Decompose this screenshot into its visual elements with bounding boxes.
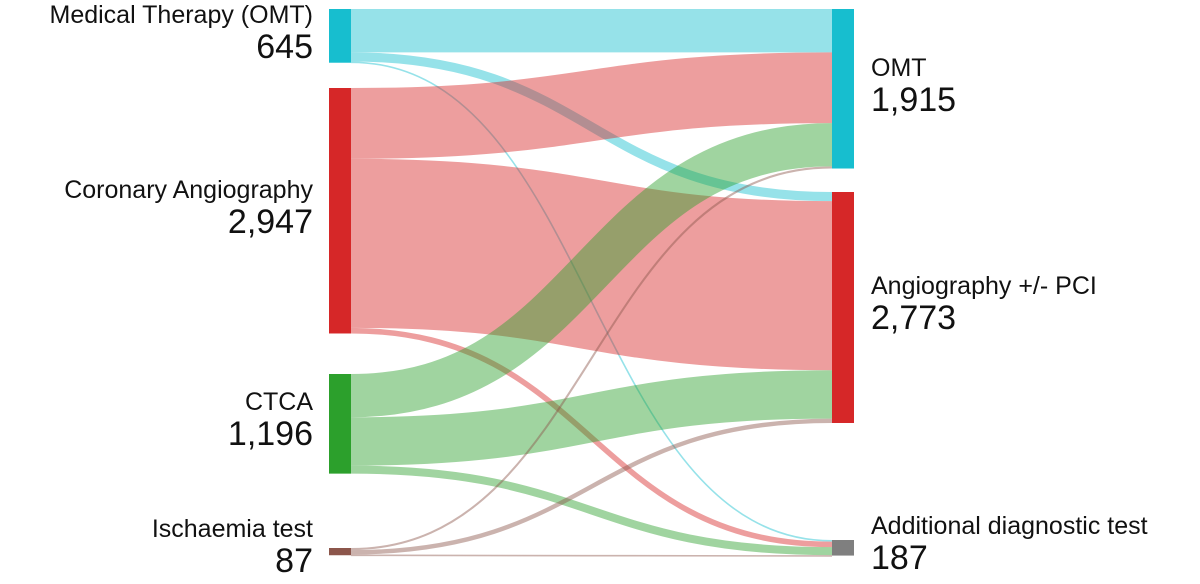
target-node-omt	[832, 9, 854, 169]
target-name-angiography-pci: Angiography +/- PCI	[871, 272, 1097, 300]
target-label-omt: OMT 1,915	[871, 54, 957, 119]
source-node-ischaemia-test	[329, 548, 351, 556]
source-name-coronary-angiography: Coronary Angiography	[64, 176, 313, 204]
source-node-coronary-angiography	[329, 88, 351, 334]
target-name-omt: OMT	[871, 54, 927, 82]
source-name-ctca: CTCA	[244, 388, 313, 416]
target-node-angiography-pci	[832, 192, 854, 423]
source-label-coronary-angiography: Coronary Angiography 2,947	[64, 176, 313, 241]
target-node-additional-diagnostic-test	[832, 540, 854, 556]
flow-ischaemia-test-to-additional-diagnostic-test	[350, 554, 833, 557]
flow-ctca-to-omt	[350, 123, 833, 418]
flow-medical-therapy-omt-to-additional-diagnostic-test	[350, 61, 833, 542]
flow-medical-therapy-omt-to-angiography-pci	[350, 52, 833, 202]
target-value-angiography-pci: 2,773	[871, 299, 957, 337]
source-value-ischaemia-test: 87	[275, 542, 313, 580]
flow-coronary-angiography-to-angiography-pci	[350, 158, 833, 371]
flow-coronary-angiography-to-additional-diagnostic-test	[350, 327, 833, 548]
target-name-additional-diagnostic-test: Additional diagnostic test	[871, 512, 1148, 540]
source-label-ischaemia-test: Ischaemia test 87	[151, 515, 313, 580]
source-value-coronary-angiography: 2,947	[227, 203, 313, 241]
flow-coronary-angiography-to-omt	[350, 52, 833, 159]
source-name-omt: Medical Therapy (OMT)	[49, 1, 314, 29]
target-label-additional-diagnostic-test: Additional diagnostic test 187	[871, 512, 1148, 577]
source-node-medical-therapy-omt	[329, 9, 351, 63]
flow-ischaemia-test-to-angiography-pci	[350, 418, 833, 555]
source-value-omt: 645	[256, 28, 313, 66]
sankey-links	[350, 8, 833, 557]
source-label-omt: Medical Therapy (OMT) 645	[49, 1, 314, 66]
source-node-ctca	[329, 374, 351, 474]
target-value-omt: 1,915	[871, 81, 957, 119]
flow-ctca-to-angiography-pci	[350, 370, 833, 466]
source-value-ctca: 1,196	[227, 415, 313, 453]
flow-ctca-to-additional-diagnostic-test	[350, 465, 833, 556]
source-name-ischaemia-test: Ischaemia test	[151, 515, 313, 543]
source-label-ctca: CTCA 1,196	[227, 388, 313, 453]
sankey-nodes	[329, 9, 854, 556]
target-value-additional-diagnostic-test: 187	[871, 539, 928, 577]
flow-ischaemia-test-to-omt	[350, 166, 833, 551]
target-label-angiography-pci: Angiography +/- PCI 2,773	[871, 272, 1097, 337]
